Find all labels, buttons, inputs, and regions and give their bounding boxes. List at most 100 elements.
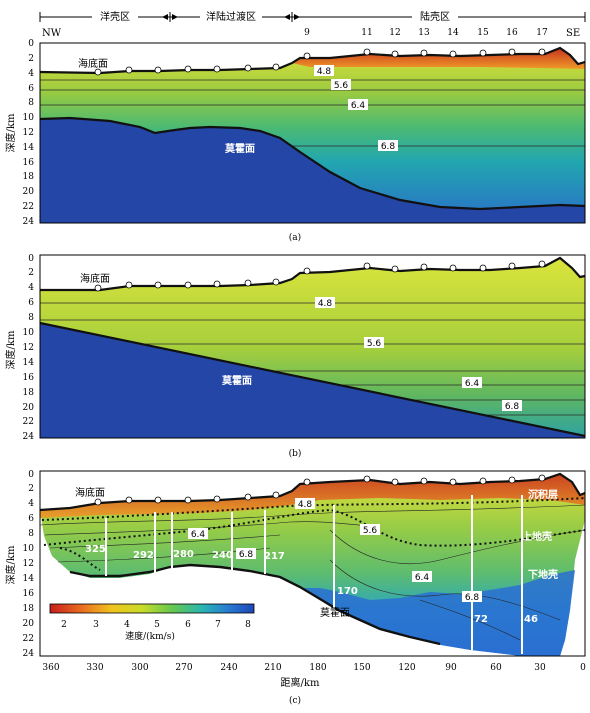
svg-text:2: 2 [61,620,67,630]
depth-axis-title: 深度/km [4,113,17,152]
svg-text:18: 18 [23,172,35,182]
seafloor-label: 海底面 [78,57,108,70]
svg-text:8: 8 [28,98,34,108]
gap-labels: 325 292 280 240 217 170 72 46 [85,544,538,625]
colorbar: 2 3 4 5 6 7 8 速度/(km/s) [49,603,255,642]
panel-b: 海底面 莫霍面 4.8 5.6 6.4 6.8 0 2 4 6 8 10 12 … [4,254,586,459]
svg-text:6: 6 [28,514,34,524]
svg-text:14: 14 [23,143,35,153]
distance-axis-title: 距离/km [281,676,320,689]
svg-text:20: 20 [23,403,35,413]
svg-text:2: 2 [28,484,34,494]
velocity-label: 6.8 [465,593,480,603]
svg-text:10: 10 [23,328,35,338]
velocity-label: 4.8 [318,299,333,309]
svg-text:240: 240 [220,663,237,673]
gap-label: 170 [337,586,358,597]
svg-text:18: 18 [23,604,35,614]
station-number: 9 [304,28,310,38]
svg-text:3: 3 [93,620,99,630]
svg-text:4: 4 [28,499,34,509]
svg-text:60: 60 [490,663,502,673]
layer-label-upper-crust: 上地壳 [522,530,552,543]
panel-caption: (b) [289,448,302,459]
svg-text:18: 18 [23,388,35,398]
colorbar-label: 速度/(km/s) [125,630,175,642]
zone-transition-label: 洋陆过渡区 [206,10,256,23]
svg-text:14: 14 [23,574,35,584]
svg-text:6: 6 [28,84,34,94]
svg-text:2: 2 [28,54,34,64]
velocity-label: 6.4 [351,101,366,111]
svg-text:20: 20 [23,187,35,197]
se-label: SE [566,28,580,39]
depth-axis-c: 0 2 4 6 8 10 12 14 16 18 20 22 24 深度/km [4,470,34,659]
svg-text:10: 10 [23,113,35,123]
svg-text:10: 10 [23,544,35,554]
svg-text:270: 270 [175,663,192,673]
svg-text:4: 4 [28,283,34,293]
gap-label: 72 [474,614,488,625]
velocity-label: 6.4 [465,379,480,389]
gap-label: 240 [212,550,233,561]
obs-markers [94,260,546,292]
svg-text:22: 22 [23,634,34,644]
obs-markers [94,48,546,76]
obs-markers [94,474,546,506]
depth-axis-title: 深度/km [4,330,17,369]
station-number: 17 [536,28,548,38]
svg-text:4: 4 [124,620,130,630]
svg-text:16: 16 [23,158,35,168]
svg-text:24: 24 [23,217,35,227]
velocity-label: 5.6 [363,526,378,536]
moho-label: 莫霍面 [320,607,350,619]
svg-text:0: 0 [28,39,34,49]
svg-text:0: 0 [28,470,34,480]
svg-text:300: 300 [131,663,148,673]
velocity-label: 6.4 [415,573,430,583]
gap-label: 46 [524,614,538,625]
svg-text:8: 8 [28,529,34,539]
svg-text:22: 22 [23,202,34,212]
distance-axis: 360 330 300 270 240 210 180 150 120 90 6… [42,663,586,689]
svg-text:8: 8 [28,313,34,323]
velocity-label: 4.8 [317,67,332,77]
svg-text:150: 150 [353,663,370,673]
velocity-label: 5.6 [334,81,349,91]
svg-text:16: 16 [23,589,35,599]
svg-text:12: 12 [23,559,34,569]
gap-lines [105,495,523,654]
depth-axis-b: 0 2 4 6 8 10 12 14 16 18 20 22 24 深度/km [4,254,34,442]
depth-axis-a: 0 2 4 6 8 10 12 14 16 18 20 22 24 深度/km [4,39,34,227]
station-number: 13 [418,28,430,38]
moho-label: 莫霍面 [224,142,255,155]
station-number: 15 [477,28,489,38]
zone-oceanic-label: 洋壳区 [100,10,130,23]
svg-text:22: 22 [23,417,34,427]
svg-text:14: 14 [23,358,35,368]
nw-label: NW [42,28,62,39]
zone-continental-label: 陆壳区 [420,10,450,23]
svg-text:6: 6 [28,298,34,308]
moho-label: 莫霍面 [221,374,252,387]
svg-text:90: 90 [445,663,457,673]
svg-text:360: 360 [42,663,59,673]
gap-label: 217 [264,551,285,562]
station-number: 16 [506,28,518,38]
svg-text:12: 12 [23,128,34,138]
svg-text:4: 4 [28,69,34,79]
velocity-label: 4.8 [298,500,313,510]
velocity-label: 6.4 [191,530,206,540]
panel-a: 海底面 莫霍面 4.8 5.6 6.4 6.8 0 2 4 6 8 10 12 … [4,39,586,243]
svg-text:30: 30 [534,663,546,673]
gap-label: 325 [85,544,106,555]
panel-c: 海底面 莫霍面 4.8 6.4 6.8 5.6 6.4 6.8 沉积层 上地壳 … [4,470,586,706]
station-number: 14 [447,28,459,38]
svg-text:7: 7 [215,620,221,630]
svg-text:16: 16 [23,373,35,383]
depth-axis-title: 深度/km [4,545,17,584]
zone-header: 洋壳区 洋陆过渡区 陆壳区 NW SE 2 3 4 5 6 7 8 9 11 1… [39,9,586,58]
seafloor-label: 海底面 [75,486,105,499]
seafloor-label: 海底面 [80,272,110,285]
